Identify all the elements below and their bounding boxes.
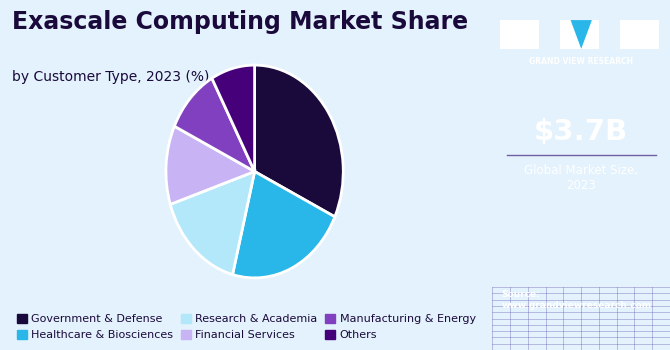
Wedge shape — [174, 78, 255, 172]
Wedge shape — [166, 126, 255, 204]
Text: by Customer Type, 2023 (%): by Customer Type, 2023 (%) — [12, 70, 210, 84]
Text: Exascale Computing Market Share: Exascale Computing Market Share — [12, 10, 468, 35]
Legend: Government & Defense, Healthcare & Biosciences, Research & Academia, Financial S: Government & Defense, Healthcare & Biosc… — [17, 314, 476, 341]
Wedge shape — [232, 172, 335, 278]
Wedge shape — [212, 65, 255, 172]
Wedge shape — [170, 172, 255, 274]
Text: Global Market Size,
2023: Global Market Size, 2023 — [524, 163, 639, 191]
Bar — [620, 20, 659, 49]
Wedge shape — [255, 65, 343, 217]
Bar — [560, 20, 599, 49]
Bar — [500, 20, 539, 49]
Text: Source:
www.grandviewresearch.com: Source: www.grandviewresearch.com — [501, 290, 651, 309]
Text: GRAND VIEW RESEARCH: GRAND VIEW RESEARCH — [529, 57, 633, 66]
Polygon shape — [571, 20, 592, 49]
Text: $3.7B: $3.7B — [534, 118, 628, 146]
